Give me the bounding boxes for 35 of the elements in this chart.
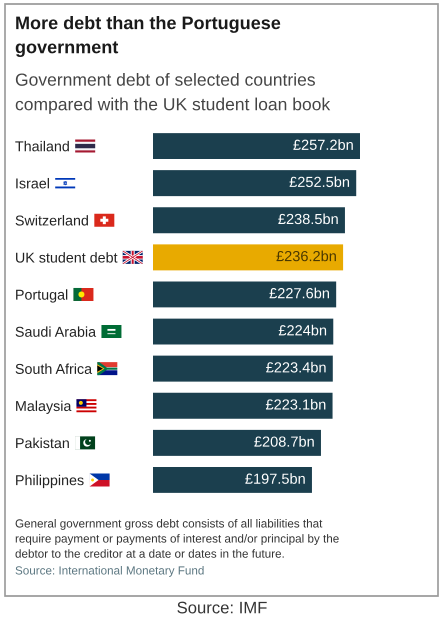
data-label: £223.4bn (266, 362, 326, 373)
y-tick-label: Israel (16, 178, 49, 188)
source-note: Source: IMF (177, 602, 267, 614)
bar (153, 318, 334, 345)
y-tick-label: UK student debt (16, 252, 118, 263)
data-label: £208.7bn (254, 436, 314, 447)
y-tick-label: Switzerland (16, 215, 88, 226)
bar (153, 244, 344, 270)
data-label: £238.5bn (278, 213, 338, 224)
data-label: £236.2bn (276, 250, 336, 262)
chart-subtitle: Government debt of selected countries compared with the UK student loan book (16, 73, 330, 114)
bar (153, 281, 336, 308)
data-label: £224bn (278, 324, 326, 336)
bar (153, 466, 312, 493)
data-label: £223.1bn (266, 398, 326, 410)
data-label: £252.5bn (290, 176, 350, 188)
bar (153, 356, 333, 382)
chart-title: More debt than the Portuguese government (16, 16, 280, 58)
bar (153, 430, 321, 456)
data-label: £257.2bn (293, 139, 353, 150)
y-tick-label: Saudi Arabia (16, 326, 96, 337)
text: General government gross debt consists of all liabilities that require payment or payments of interest and/or principal by the debtor to the creditor at a date or dates in the future. (15, 519, 339, 558)
data-label: £227.6bn (270, 288, 329, 298)
y-tick-label: South Africa (16, 363, 92, 374)
bar (153, 207, 345, 234)
data-label: £197.5bn (245, 473, 305, 484)
y-tick-label: Pakistan (16, 438, 69, 448)
y-tick-label: Malaysia (16, 400, 72, 414)
bar (153, 392, 333, 419)
bar (153, 170, 356, 196)
y-tick-label: Thailand (15, 140, 69, 152)
y-tick-label: Philippines (16, 474, 84, 488)
source-note: Source: International Monetary Fund (16, 566, 204, 577)
bar (153, 133, 360, 160)
y-tick-label: Portugal (16, 289, 68, 303)
